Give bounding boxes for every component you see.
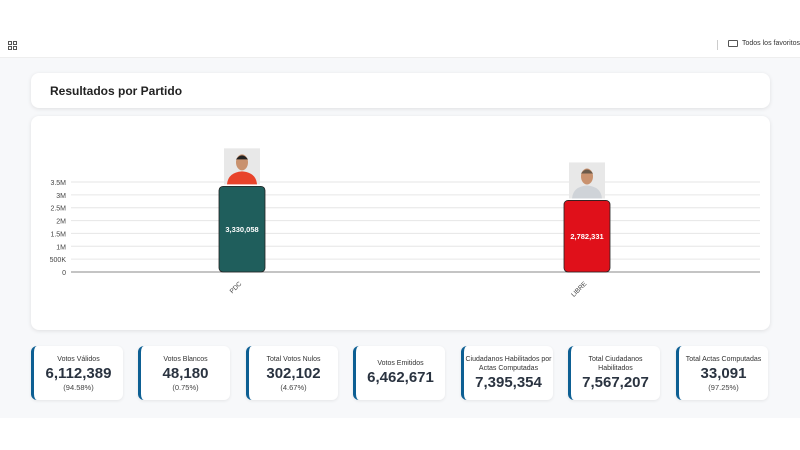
stat-label: Total Votos Nulos [266,355,321,363]
stat-value: 302,102 [266,364,321,382]
stat-value: 6,112,389 [45,364,112,382]
stat-percent: (0.75%) [172,382,199,392]
candidate-photo [569,162,605,199]
stat-percent: (94.58%) [63,382,94,392]
stat-label: Votos Válidos [57,355,100,363]
stat-value: 7,567,207 [582,373,649,391]
x-tick-label: PDC [229,280,244,295]
stat-card: Votos Válidos 6,112,389 (94.58%) [31,346,123,400]
page-title: Resultados por Partido [50,84,183,98]
bar-libre[interactable] [563,200,611,273]
y-tick-label: 2.5M [50,206,66,213]
apps-grid-icon[interactable] [8,41,17,50]
y-tick-label: 3.5M [50,180,66,187]
stat-label: Votos Emitidos [377,360,424,367]
y-tick-label: 2M [56,219,66,226]
chart-card: 0 500K 1M 1.5M 2M 2.5M 3M 3.5M 3,330,058 PDC 2,782… [31,116,770,330]
bar-chart: 0 500K 1M 1.5M 2M 2.5M 3M 3.5M 3,330,058 PDC 2,782… [50,148,760,299]
title-card: Resultados por Partido [31,73,770,108]
divider [717,40,718,50]
folder-icon [728,40,738,47]
y-tick-label: 1.5M [50,231,66,238]
y-tick-label: 500K [50,257,67,264]
stat-card: Votos Emitidos 6,462,671 [353,346,445,400]
stat-label: Total Actas Computadas [685,355,762,363]
y-tick-label: 1M [56,244,66,251]
stat-value: 33,091 [700,364,747,382]
stat-card: Votos Blancos 48,180 (0.75%) [138,346,230,400]
stat-card: Ciudadanos Habilitados por Actas Computa… [461,346,553,400]
stat-percent: (4.67%) [280,382,307,392]
stat-label: Votos Blancos [163,355,208,363]
stat-value: 48,180 [162,364,209,382]
stat-value: 6,462,671 [367,369,434,386]
candidate-photo [224,148,260,185]
stat-card: Total Actas Computadas 33,091 (97.25%) [676,346,768,400]
x-tick-label: LIBRE [570,280,589,299]
y-tick-label: 0 [62,270,66,277]
stat-percent: (97.25%) [708,382,739,392]
y-tick-label: 3M [56,193,66,200]
stat-card: Total Votos Nulos 302,102 (4.67%) [246,346,338,400]
all-favorites-button[interactable]: Todos los favoritos [728,40,800,47]
stat-label: Total Ciudadanos Habilitados [588,355,643,372]
stat-card: Total Ciudadanos Habilitados 7,567,207 [568,346,660,400]
bar-value-label: 2,782,331 [570,232,603,241]
main-content: Resultados por Partido 0 500K 1M 1.5M 2M 2.5M… [0,58,800,418]
top-bar: Todos los favoritos [0,0,800,58]
stat-label: Ciudadanos Habilitados por Actas Computa… [465,355,552,372]
bar-value-label: 3,330,058 [225,225,258,234]
bar-pdc[interactable] [218,185,266,273]
favorites-label: Todos los favoritos [742,40,800,47]
stat-value: 7,395,354 [475,373,542,391]
